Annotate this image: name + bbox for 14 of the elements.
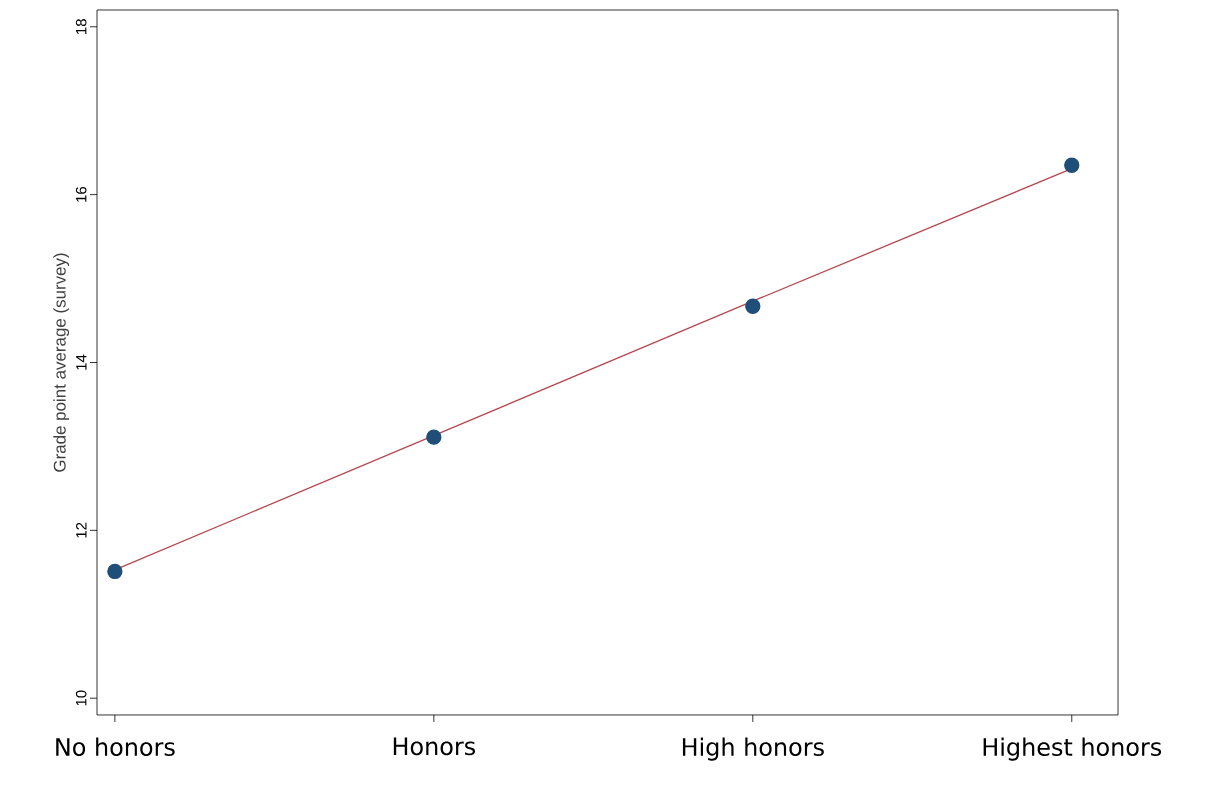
y-tick-label: 16 bbox=[75, 186, 87, 202]
y-tick-label: 14 bbox=[76, 354, 87, 370]
point bbox=[426, 429, 442, 445]
x-tick-label: Highest honors bbox=[983, 737, 1162, 761]
y-axis-title: Grade point average (survey) bbox=[53, 253, 70, 472]
point bbox=[1064, 157, 1080, 173]
x-tick-label: High honors bbox=[682, 737, 824, 761]
y-tick-label: 18 bbox=[75, 19, 87, 34]
y-tick-label: 10 bbox=[75, 690, 87, 706]
point bbox=[745, 298, 761, 314]
point bbox=[107, 563, 123, 580]
x-tick-label: No honors bbox=[56, 737, 175, 757]
y-tick-label: 12 bbox=[76, 522, 87, 538]
x-tick-label: Honors bbox=[393, 737, 476, 756]
